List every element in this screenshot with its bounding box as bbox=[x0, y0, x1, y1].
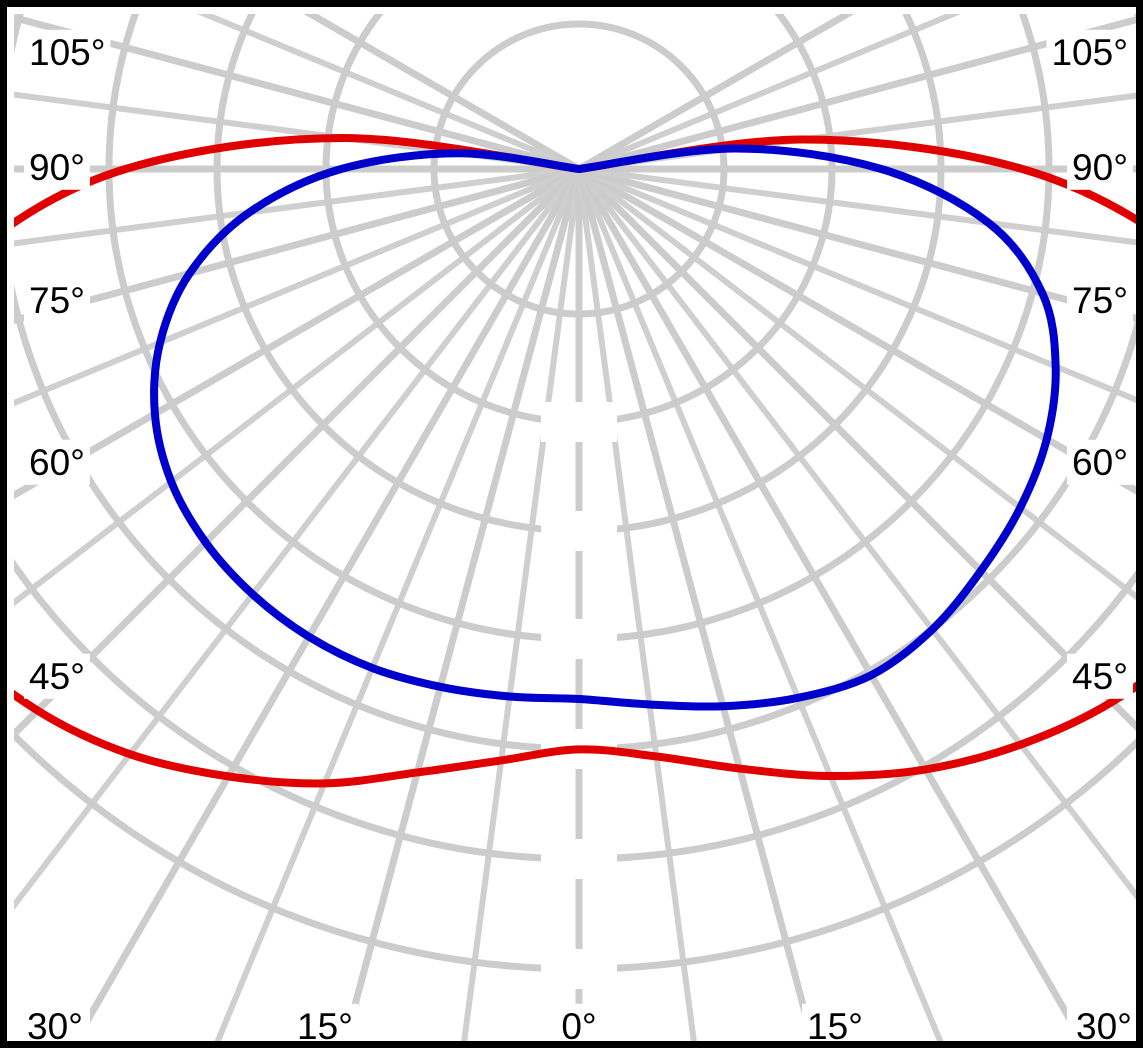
label-halo bbox=[24, 439, 90, 485]
axis-label-bottom-30-right: 30° bbox=[1076, 1006, 1132, 1047]
label-halo bbox=[292, 1003, 358, 1041]
label-halo bbox=[22, 1003, 88, 1041]
axis-label-right-45: 45° bbox=[1072, 656, 1128, 697]
axis-label-left-60: 60° bbox=[29, 442, 85, 483]
ring-label-gap-5 bbox=[541, 839, 617, 879]
label-halo bbox=[1067, 653, 1133, 699]
axis-label-right-90: 90° bbox=[1072, 147, 1128, 188]
label-halo bbox=[24, 29, 111, 75]
axis-label-bottom-15-right: 15° bbox=[807, 1006, 863, 1047]
label-halo bbox=[1046, 29, 1133, 75]
label-halo bbox=[802, 1003, 868, 1041]
axis-label-bottom-30-left: 30° bbox=[27, 1006, 83, 1047]
polar-diagram: 105°90°75°60°45°30°105°90°75°60°45°30°30… bbox=[14, 14, 1136, 1047]
ring-label-gap-6 bbox=[541, 949, 617, 989]
axis-label-left-90: 90° bbox=[29, 147, 85, 188]
axis-labels: 105°90°75°60°45°30°105°90°75°60°45°30°30… bbox=[22, 29, 1136, 1047]
curve-c90-c270 bbox=[150, 144, 1060, 711]
label-halo bbox=[1067, 144, 1133, 190]
grid-ring-0 bbox=[430, 20, 728, 318]
axis-label-bottom-15-left: 15° bbox=[297, 1006, 353, 1047]
ring-label-gap-1 bbox=[541, 402, 617, 442]
label-halo bbox=[1067, 277, 1133, 323]
axis-label-right-105: 105° bbox=[1051, 32, 1128, 73]
label-halo bbox=[1071, 1003, 1136, 1041]
label-halo bbox=[24, 653, 90, 699]
axis-label-bottom-0: 0° bbox=[561, 1006, 596, 1047]
curve-c0-c180 bbox=[14, 133, 1136, 788]
axis-label-left-105: 105° bbox=[29, 32, 106, 73]
label-halo bbox=[556, 1003, 602, 1041]
ring-label-gap-2 bbox=[541, 511, 617, 551]
label-halo bbox=[1067, 439, 1133, 485]
axis-label-right-75: 75° bbox=[1072, 280, 1128, 321]
ring-label-gap-3 bbox=[541, 619, 617, 659]
axis-label-right-60: 60° bbox=[1072, 442, 1128, 483]
axis-label-left-45: 45° bbox=[29, 656, 85, 697]
axis-label-left-75: 75° bbox=[29, 280, 85, 321]
distribution-curves bbox=[14, 133, 1136, 788]
label-halo bbox=[24, 144, 90, 190]
label-halo bbox=[24, 277, 90, 323]
